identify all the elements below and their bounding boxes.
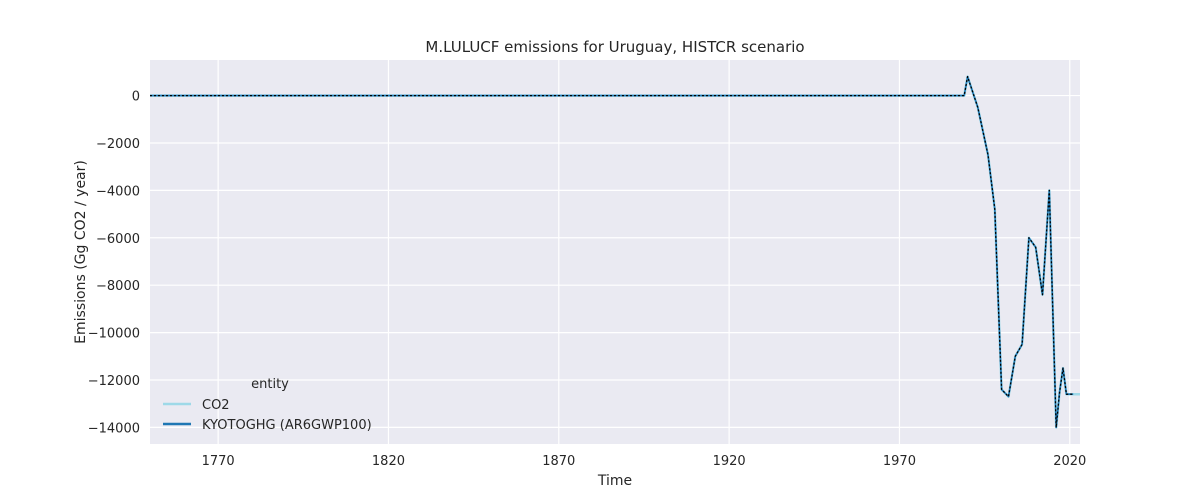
legend-label-kyotoghg: KYOTOGHG (AR6GWP100) (202, 418, 372, 433)
x-axis-label: Time (597, 473, 632, 489)
x-tick-label: 2020 (1053, 454, 1086, 469)
series-layer (150, 75, 1080, 429)
y-axis-label: Emissions (Gg CO2 / year) (73, 160, 89, 344)
y-tick-label: −6000 (96, 232, 140, 247)
y-grid (150, 94, 1080, 429)
y-tick-label: −10000 (88, 327, 140, 342)
legend-label-co2: CO2 (202, 398, 230, 413)
plot-area (150, 60, 1080, 444)
y-tick-label: −4000 (96, 184, 140, 199)
x-tick-label: 1870 (542, 454, 575, 469)
chart-title: M.LULUCF emissions for Uruguay, HISTCR s… (425, 38, 804, 56)
legend-title: entity (251, 377, 289, 392)
x-tick-label: 1970 (883, 454, 916, 469)
y-tick-label: −2000 (96, 137, 140, 152)
y-tick-labels: 0 −2000 −4000 −6000 −8000 −10000 −12000 −14000 (88, 90, 140, 437)
x-tick-labels: 1770 1820 1870 1920 1970 2020 (202, 454, 1087, 469)
legend: entity CO2 KYOTOGHG (AR6GWP100) (163, 377, 372, 433)
y-tick-label: −14000 (88, 421, 140, 436)
series-line-reference (150, 75, 1074, 429)
y-tick-label: −8000 (96, 279, 140, 294)
y-tick-label: −12000 (88, 374, 140, 389)
x-tick-label: 1920 (713, 454, 746, 469)
x-tick-label: 1820 (372, 454, 405, 469)
y-tick-label: 0 (132, 90, 140, 105)
x-tick-label: 1770 (202, 454, 235, 469)
